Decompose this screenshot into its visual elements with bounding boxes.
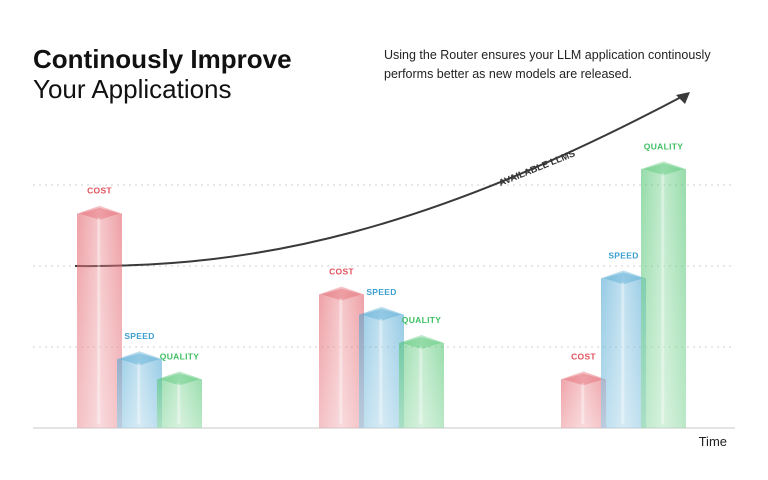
bar-label-speed: SPEED	[608, 250, 638, 260]
bar-label-quality: QUALITY	[644, 141, 683, 151]
available-llms-curve: AVAILABLE LLMS	[74, 92, 690, 268]
bar-speed	[601, 270, 646, 428]
page-title: Continously Improve	[33, 44, 292, 74]
title-block: Continously Improve Your Applications	[33, 44, 292, 104]
bar-quality	[641, 161, 686, 428]
bar-label-quality: QUALITY	[160, 351, 199, 361]
bar-speed	[359, 306, 404, 428]
arrowhead-icon	[676, 92, 690, 104]
bar-speed	[117, 351, 162, 428]
curve-line	[74, 94, 686, 268]
x-axis-label: Time	[699, 434, 727, 449]
bar-quality	[399, 335, 444, 428]
page-subtitle: Your Applications	[33, 74, 232, 104]
bar-label-cost: COST	[329, 267, 354, 277]
bar-quality	[157, 371, 202, 428]
bars	[77, 161, 686, 428]
bar-label-cost: COST	[87, 186, 112, 196]
curve-label: AVAILABLE LLMS	[497, 148, 577, 189]
bar-label-cost: COST	[571, 351, 596, 361]
bar-cost	[77, 205, 122, 428]
x-axis: Time	[33, 427, 735, 449]
description-text: Using the Router ensures your LLM applic…	[384, 48, 711, 81]
bar-cost	[319, 286, 364, 428]
bar-label-quality: QUALITY	[402, 315, 441, 325]
bar-labels: COST SPEED QUALITY COST SPEED QUALITY COST SPEE…	[87, 141, 683, 361]
bar-cost	[561, 371, 606, 428]
bar-label-speed: SPEED	[124, 331, 154, 341]
bar-label-speed: SPEED	[366, 287, 396, 297]
